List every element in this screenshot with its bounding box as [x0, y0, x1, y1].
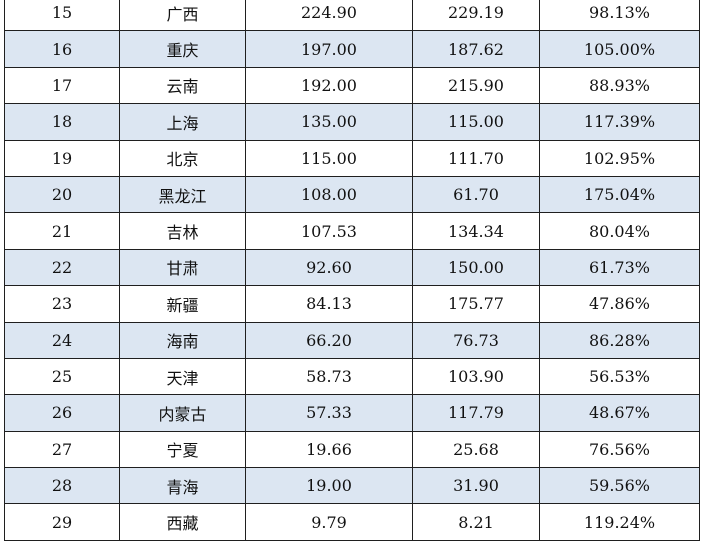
- value-a-cell: 192.00: [245, 66, 413, 105]
- value-a-cell: 108.00: [245, 175, 413, 214]
- rank-cell: 29: [4, 503, 120, 541]
- province-cell: 青海: [119, 467, 246, 505]
- province-data-table: 15 广西 224.90 229.19 98.13% 16 重庆 197.00 187.62 10…: [4, 0, 700, 541]
- rank-cell: 20: [4, 175, 120, 214]
- table-row: 20 黑龙江 108.00 61.70 175.04%: [4, 175, 700, 214]
- value-a-cell: 57.33: [245, 394, 413, 432]
- value-a-cell: 19.00: [245, 467, 413, 505]
- ratio-cell: 98.13%: [539, 0, 700, 32]
- province-cell: 黑龙江: [119, 175, 246, 214]
- rank-cell: 18: [4, 103, 120, 141]
- table-row: 29 西藏 9.79 8.21 119.24%: [4, 503, 700, 541]
- value-b-cell: 134.34: [412, 212, 540, 250]
- value-a-cell: 197.00: [245, 30, 413, 68]
- ratio-cell: 61.73%: [539, 248, 700, 287]
- ratio-cell: 48.67%: [539, 394, 700, 432]
- value-b-cell: 187.62: [412, 30, 540, 68]
- table-row: 25 天津 58.73 103.90 56.53%: [4, 357, 700, 396]
- province-cell: 新疆: [119, 285, 246, 323]
- province-cell: 天津: [119, 357, 246, 396]
- value-a-cell: 84.13: [245, 285, 413, 323]
- value-a-cell: 58.73: [245, 357, 413, 396]
- province-cell: 海南: [119, 321, 246, 359]
- value-a-cell: 9.79: [245, 503, 413, 541]
- table-row: 26 内蒙古 57.33 117.79 48.67%: [4, 394, 700, 432]
- value-b-cell: 61.70: [412, 175, 540, 214]
- value-a-cell: 115.00: [245, 139, 413, 177]
- table-row: 24 海南 66.20 76.73 86.28%: [4, 321, 700, 359]
- ratio-cell: 117.39%: [539, 103, 700, 141]
- province-cell: 广西: [119, 0, 246, 32]
- ratio-cell: 80.04%: [539, 212, 700, 250]
- rank-cell: 22: [4, 248, 120, 287]
- value-b-cell: 103.90: [412, 357, 540, 396]
- rank-cell: 17: [4, 66, 120, 105]
- value-b-cell: 25.68: [412, 430, 540, 469]
- value-b-cell: 31.90: [412, 467, 540, 505]
- province-cell: 吉林: [119, 212, 246, 250]
- rank-cell: 19: [4, 139, 120, 177]
- table-row: 19 北京 115.00 111.70 102.95%: [4, 139, 700, 177]
- ratio-cell: 119.24%: [539, 503, 700, 541]
- value-a-cell: 19.66: [245, 430, 413, 469]
- value-b-cell: 76.73: [412, 321, 540, 359]
- province-cell: 宁夏: [119, 430, 246, 469]
- province-cell: 西藏: [119, 503, 246, 541]
- rank-cell: 26: [4, 394, 120, 432]
- value-b-cell: 117.79: [412, 394, 540, 432]
- rank-cell: 15: [4, 0, 120, 32]
- rank-cell: 25: [4, 357, 120, 396]
- value-a-cell: 224.90: [245, 0, 413, 32]
- value-a-cell: 92.60: [245, 248, 413, 287]
- rank-cell: 28: [4, 467, 120, 505]
- province-cell: 甘肃: [119, 248, 246, 287]
- rank-cell: 27: [4, 430, 120, 469]
- province-cell: 上海: [119, 103, 246, 141]
- rank-cell: 21: [4, 212, 120, 250]
- value-a-cell: 135.00: [245, 103, 413, 141]
- value-b-cell: 150.00: [412, 248, 540, 287]
- ratio-cell: 88.93%: [539, 66, 700, 105]
- value-b-cell: 8.21: [412, 503, 540, 541]
- province-cell: 内蒙古: [119, 394, 246, 432]
- value-b-cell: 215.90: [412, 66, 540, 105]
- table-row: 23 新疆 84.13 175.77 47.86%: [4, 285, 700, 323]
- rank-cell: 23: [4, 285, 120, 323]
- ratio-cell: 59.56%: [539, 467, 700, 505]
- ratio-cell: 86.28%: [539, 321, 700, 359]
- ratio-cell: 105.00%: [539, 30, 700, 68]
- ratio-cell: 102.95%: [539, 139, 700, 177]
- ratio-cell: 47.86%: [539, 285, 700, 323]
- value-b-cell: 175.77: [412, 285, 540, 323]
- table-row: 28 青海 19.00 31.90 59.56%: [4, 467, 700, 505]
- value-b-cell: 111.70: [412, 139, 540, 177]
- province-cell: 重庆: [119, 30, 246, 68]
- ratio-cell: 175.04%: [539, 175, 700, 214]
- table-row: 18 上海 135.00 115.00 117.39%: [4, 103, 700, 141]
- value-a-cell: 107.53: [245, 212, 413, 250]
- table-body: 15 广西 224.90 229.19 98.13% 16 重庆 197.00 187.62 10…: [4, 0, 700, 541]
- value-b-cell: 115.00: [412, 103, 540, 141]
- province-cell: 云南: [119, 66, 246, 105]
- rank-cell: 24: [4, 321, 120, 359]
- value-a-cell: 66.20: [245, 321, 413, 359]
- rank-cell: 16: [4, 30, 120, 68]
- table-row: 15 广西 224.90 229.19 98.13%: [4, 0, 700, 32]
- value-b-cell: 229.19: [412, 0, 540, 32]
- table-row: 27 宁夏 19.66 25.68 76.56%: [4, 430, 700, 469]
- table-row: 16 重庆 197.00 187.62 105.00%: [4, 30, 700, 68]
- province-cell: 北京: [119, 139, 246, 177]
- table-row: 22 甘肃 92.60 150.00 61.73%: [4, 248, 700, 287]
- ratio-cell: 56.53%: [539, 357, 700, 396]
- ratio-cell: 76.56%: [539, 430, 700, 469]
- table-row: 17 云南 192.00 215.90 88.93%: [4, 66, 700, 105]
- table-row: 21 吉林 107.53 134.34 80.04%: [4, 212, 700, 250]
